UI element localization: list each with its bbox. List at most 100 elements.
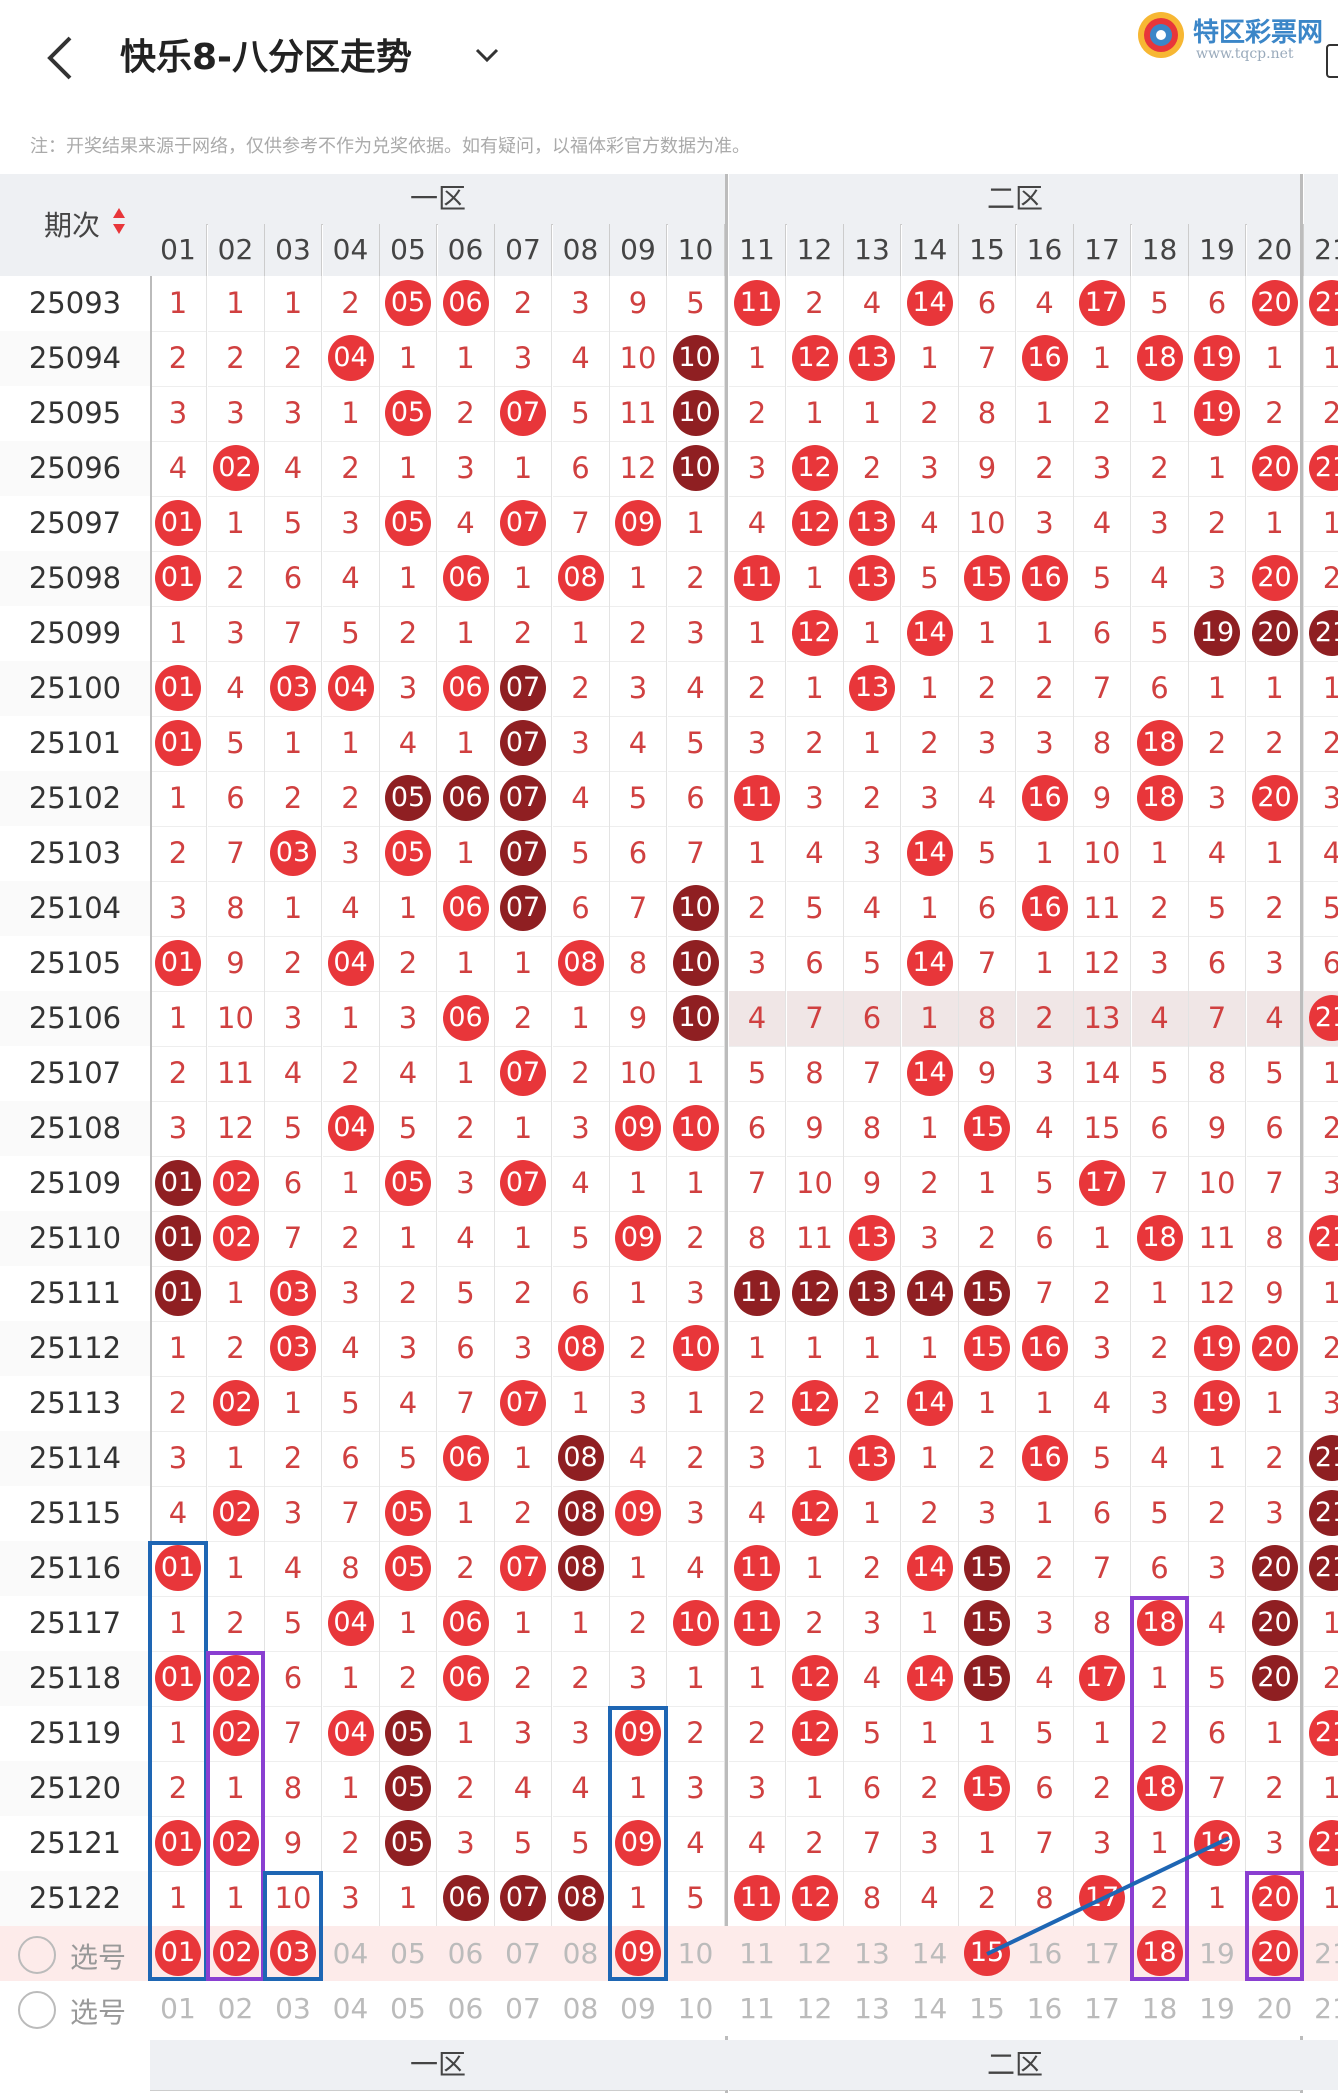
- share-icon[interactable]: [1326, 44, 1338, 78]
- select-number[interactable]: 19: [1199, 1937, 1235, 1970]
- select-number[interactable]: 03: [265, 1926, 321, 1981]
- table-cell: 1: [729, 1321, 786, 1377]
- picked-number-ball[interactable]: 20: [1251, 1930, 1298, 1976]
- select-number[interactable]: 19: [1199, 1992, 1235, 2025]
- picked-number-ball[interactable]: 02: [212, 1930, 259, 1976]
- column-header[interactable]: 20: [1246, 224, 1304, 276]
- select-number[interactable]: 11: [739, 1937, 775, 1970]
- picked-number-ball[interactable]: 18: [1136, 1930, 1183, 1976]
- select-number[interactable]: 01: [160, 1992, 196, 2025]
- column-header[interactable]: 13: [844, 224, 901, 276]
- select-number[interactable]: 09: [620, 1992, 656, 2025]
- period-number: 25101: [0, 716, 152, 772]
- select-number[interactable]: 05: [390, 1992, 426, 2025]
- select-number[interactable]: 10: [677, 1937, 714, 1970]
- picked-number-ball[interactable]: 03: [270, 1930, 316, 1976]
- select-number[interactable]: 15: [969, 1992, 1005, 2025]
- table-cell: 2: [437, 1101, 495, 1157]
- column-header[interactable]: 09: [610, 224, 667, 276]
- table-cell: 4: [1074, 496, 1131, 552]
- select-number[interactable]: 07: [505, 1992, 541, 2025]
- column-header[interactable]: 15: [959, 224, 1016, 276]
- select-number[interactable]: 13: [854, 1937, 890, 1970]
- select-number[interactable]: 01: [150, 1926, 206, 1981]
- picked-number-ball[interactable]: 01: [155, 1930, 201, 1976]
- select-number[interactable]: 18: [1141, 1992, 1178, 2025]
- table-cell: 14: [901, 606, 959, 662]
- table-cell: 08: [552, 1431, 610, 1487]
- annotation-line: [986, 1836, 1230, 1956]
- select-number[interactable]: 06: [447, 1937, 484, 1970]
- column-header[interactable]: 19: [1189, 224, 1246, 276]
- select-number[interactable]: 06: [447, 1992, 484, 2025]
- table-cell: 2: [1074, 1266, 1131, 1322]
- select-number[interactable]: 20: [1247, 1926, 1303, 1981]
- select-number[interactable]: 02: [217, 1992, 254, 2025]
- column-header[interactable]: 02: [207, 224, 265, 276]
- select-number[interactable]: 14: [911, 1937, 948, 1970]
- select-number[interactable]: 11: [739, 1992, 775, 2025]
- select-number[interactable]: 12: [796, 1937, 833, 1970]
- site-logo-text: 特区彩票网: [1193, 18, 1324, 48]
- table-cell: 11: [610, 386, 667, 442]
- column-header[interactable]: 06: [437, 224, 495, 276]
- table-cell: 1: [380, 1596, 437, 1652]
- picked-number-ball[interactable]: 09: [615, 1930, 661, 1976]
- column-header[interactable]: 03: [265, 224, 322, 276]
- select-number[interactable]: 05: [390, 1937, 426, 1970]
- back-icon[interactable]: [40, 30, 80, 86]
- drawn-number-ball: 08: [557, 940, 604, 986]
- select-number[interactable]: 20: [1256, 1992, 1293, 2025]
- select-number[interactable]: 08: [562, 1992, 599, 2025]
- select-number[interactable]: 21: [1314, 1937, 1338, 1970]
- column-header[interactable]: 14: [901, 224, 959, 276]
- select-number[interactable]: 09: [610, 1926, 666, 1981]
- table-cell: 16: [1016, 771, 1074, 827]
- select-number[interactable]: 04: [332, 1992, 369, 2025]
- table-cell: 11: [729, 1541, 786, 1597]
- column-header[interactable]: 05: [380, 224, 437, 276]
- select-radio[interactable]: [18, 1936, 56, 1974]
- column-header[interactable]: 18: [1131, 224, 1189, 276]
- table-cell: 2: [495, 1486, 552, 1542]
- select-number[interactable]: 07: [505, 1937, 541, 1970]
- chevron-down-icon[interactable]: [472, 40, 502, 70]
- select-number[interactable]: 21: [1314, 1992, 1338, 2025]
- select-number[interactable]: 08: [562, 1937, 599, 1970]
- drawn-number-ball: 20: [1251, 1875, 1298, 1921]
- select-radio[interactable]: [18, 1991, 56, 2029]
- select-number[interactable]: 18: [1132, 1926, 1188, 1981]
- table-cell: 2: [380, 1266, 437, 1322]
- select-number[interactable]: 10: [677, 1992, 714, 2025]
- column-header[interactable]: 17: [1074, 224, 1131, 276]
- select-number[interactable]: 03: [275, 1992, 311, 2025]
- select-number[interactable]: 17: [1084, 1937, 1120, 1970]
- select-number[interactable]: 17: [1084, 1992, 1120, 2025]
- drawn-number-ball: 07: [500, 1875, 546, 1921]
- table-cell: 05: [380, 276, 437, 332]
- table-cell: 3: [1131, 1376, 1189, 1432]
- column-header[interactable]: 10: [667, 224, 725, 276]
- trend-line: [986, 1836, 1230, 1956]
- table-cell: 1: [495, 441, 552, 497]
- period-column-header[interactable]: 期次: [0, 174, 152, 276]
- drawn-number-ball: 01: [155, 665, 201, 711]
- select-number[interactable]: 02: [208, 1926, 264, 1981]
- column-header[interactable]: 07: [495, 224, 552, 276]
- column-header[interactable]: 08: [552, 224, 610, 276]
- column-header[interactable]: 04: [322, 224, 380, 276]
- select-number[interactable]: 14: [911, 1992, 948, 2025]
- select-number[interactable]: 16: [1026, 1937, 1063, 1970]
- select-number[interactable]: 16: [1026, 1992, 1063, 2025]
- table-cell: 4: [437, 496, 495, 552]
- select-number[interactable]: 12: [796, 1992, 833, 2025]
- column-header[interactable]: 01: [150, 224, 207, 276]
- select-number[interactable]: 04: [332, 1937, 369, 1970]
- column-header[interactable]: 11: [729, 224, 786, 276]
- column-header[interactable]: 16: [1016, 224, 1074, 276]
- column-header[interactable]: 12: [786, 224, 844, 276]
- table-cell: 3: [1304, 771, 1338, 827]
- select-number[interactable]: 13: [854, 1992, 890, 2025]
- column-header[interactable]: 21: [1304, 224, 1338, 276]
- sort-icon[interactable]: [112, 206, 126, 236]
